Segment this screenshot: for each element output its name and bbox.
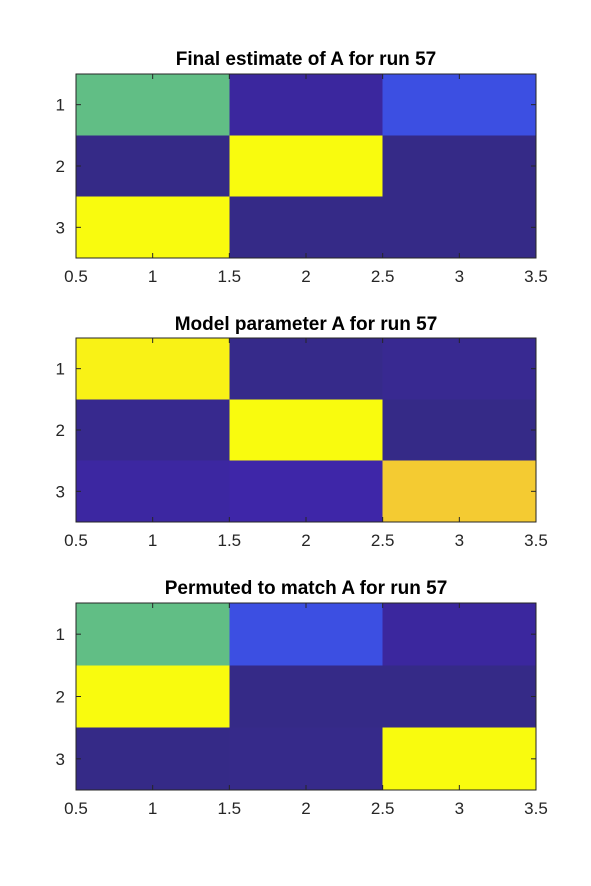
- heatmap-cell-r2-c2: [229, 135, 383, 197]
- heatmap-cell-r1-c2: [229, 74, 383, 136]
- heatmap-cells: [76, 74, 536, 258]
- heatmap-cell-r3-c2: [229, 727, 383, 790]
- x-tick-label: 1.5: [218, 799, 242, 818]
- heatmap-cell-r1-c3: [382, 338, 536, 400]
- heatmap-cell-r1-c3: [382, 603, 536, 666]
- heatmap-cell-r1-c2: [229, 338, 383, 400]
- x-tick-label: 3: [455, 531, 464, 550]
- heatmap-cell-r1-c1: [76, 338, 230, 400]
- heatmap-cell-r2-c3: [382, 665, 536, 728]
- y-axis: 1 2 3: [56, 360, 536, 501]
- x-tick-label: 3.5: [524, 531, 548, 550]
- heatmap-cell-r3-c3: [382, 460, 536, 522]
- heatmap-cell-r3-c1: [76, 727, 230, 790]
- x-tick-label: 2: [301, 799, 310, 818]
- heatmap-cell-r2-c1: [76, 135, 230, 197]
- x-tick-label: 3: [455, 267, 464, 286]
- heatmap-cell-r2-c1: [76, 665, 230, 728]
- heatmap-cell-r3-c3: [382, 196, 536, 258]
- heatmap-cell-r3-c2: [229, 460, 383, 522]
- heatmap-cell-r2-c2: [229, 665, 383, 728]
- x-axis: 0.5 1 1.5 2 2.5 3 3.5: [64, 74, 548, 286]
- heatmap-cell-r3-c3: [382, 727, 536, 790]
- x-tick-label: 2.5: [371, 267, 395, 286]
- x-tick-label: 2.5: [371, 799, 395, 818]
- y-tick-label: 2: [56, 688, 65, 707]
- heatmap-cell-r2-c3: [382, 399, 536, 461]
- x-tick-label: 1: [148, 799, 157, 818]
- heatmap-cell-r3-c1: [76, 460, 230, 522]
- heatmap-panel-model-parameter: Model parameter A for run 57 0.5 1 1.5 2 2.5…: [56, 314, 548, 550]
- x-tick-label: 0.5: [64, 531, 88, 550]
- x-tick-label: 1.5: [218, 267, 242, 286]
- y-axis: 1 2 3: [56, 96, 536, 237]
- heatmap-cell-r1-c2: [229, 603, 383, 666]
- x-axis: 0.5 1 1.5 2 2.5 3 3.5: [64, 603, 548, 818]
- x-tick-label: 3: [455, 799, 464, 818]
- y-tick-label: 3: [56, 750, 65, 769]
- y-tick-label: 2: [56, 421, 65, 440]
- heatmap-cells: [76, 603, 536, 790]
- x-tick-label: 2: [301, 531, 310, 550]
- heatmap-cell-r1-c1: [76, 603, 230, 666]
- x-axis: 0.5 1 1.5 2 2.5 3 3.5: [64, 338, 548, 550]
- x-tick-label: 1.5: [218, 531, 242, 550]
- y-tick-label: 2: [56, 157, 65, 176]
- chart-title: Model parameter A for run 57: [175, 314, 438, 335]
- y-tick-label: 1: [56, 96, 65, 115]
- y-axis: 1 2 3: [56, 625, 536, 769]
- heatmap-cell-r1-c3: [382, 74, 536, 136]
- heatmap-cell-r2-c2: [229, 399, 383, 461]
- x-tick-label: 0.5: [64, 267, 88, 286]
- x-tick-label: 1: [148, 531, 157, 550]
- heatmap-panel-permuted: Permuted to match A for run 57 0.5 1 1.5 2 2…: [56, 578, 548, 818]
- x-tick-label: 3.5: [524, 267, 548, 286]
- x-tick-label: 0.5: [64, 799, 88, 818]
- heatmap-panel-final-estimate: Final estimate of A for run 57 0.5 1 1.5 2 2…: [56, 49, 548, 286]
- chart-title: Permuted to match A for run 57: [165, 578, 448, 599]
- chart-title: Final estimate of A for run 57: [176, 49, 436, 70]
- x-tick-label: 2: [301, 267, 310, 286]
- heatmap-cell-r2-c1: [76, 399, 230, 461]
- x-tick-label: 1: [148, 267, 157, 286]
- heatmap-cell-r3-c1: [76, 196, 230, 258]
- y-tick-label: 1: [56, 360, 65, 379]
- heatmap-cell-r1-c1: [76, 74, 230, 136]
- y-tick-label: 1: [56, 625, 65, 644]
- heatmap-cell-r2-c3: [382, 135, 536, 197]
- y-tick-label: 3: [56, 482, 65, 501]
- x-tick-label: 2.5: [371, 531, 395, 550]
- x-tick-label: 3.5: [524, 799, 548, 818]
- heatmap-cells: [76, 338, 536, 522]
- y-tick-label: 3: [56, 218, 65, 237]
- heatmap-cell-r3-c2: [229, 196, 383, 258]
